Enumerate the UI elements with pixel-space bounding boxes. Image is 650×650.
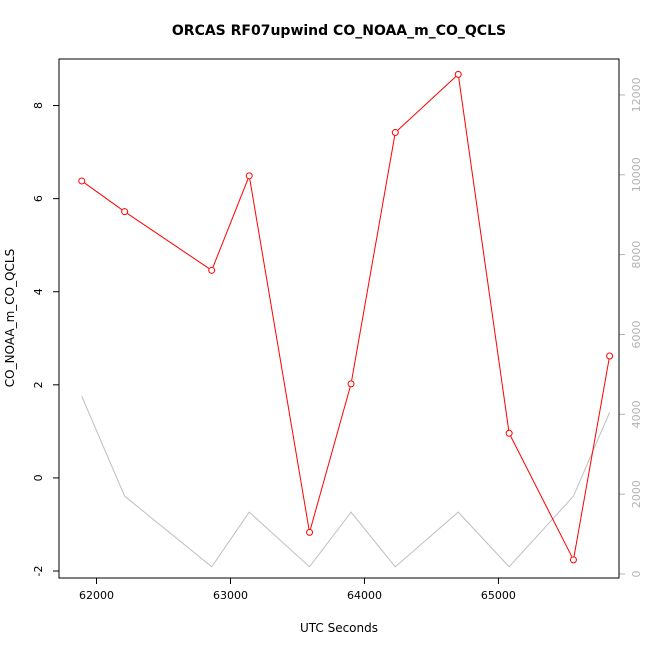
y-axis: -2 0 2 4 6 8 bbox=[32, 102, 59, 577]
data-point bbox=[454, 70, 462, 78]
series-segment bbox=[573, 359, 610, 557]
right-tick-label: 6000 bbox=[630, 320, 643, 348]
data-point bbox=[245, 172, 253, 180]
data-point bbox=[606, 352, 614, 360]
series-segment bbox=[84, 182, 123, 211]
plot-frame bbox=[58, 58, 620, 579]
right-tick-label: 0 bbox=[630, 571, 643, 578]
series-segment bbox=[127, 213, 210, 269]
data-point bbox=[78, 177, 86, 185]
series-segment bbox=[458, 77, 510, 430]
data-point bbox=[306, 528, 314, 536]
right-tick-label: 2000 bbox=[630, 480, 643, 508]
x-axis: 62000 63000 64000 65000 bbox=[79, 578, 516, 602]
right-axis: 0 2000 4000 6000 8000 10000 12000 bbox=[618, 77, 643, 578]
data-point bbox=[505, 429, 513, 437]
data-point bbox=[121, 208, 129, 216]
series-segment bbox=[309, 387, 351, 530]
series-segment bbox=[212, 178, 249, 268]
data-point bbox=[569, 556, 577, 564]
x-tick-label: 65000 bbox=[481, 589, 516, 602]
y-axis-label: CO_NOAA_m_CO_QCLS bbox=[3, 249, 17, 387]
y-tick-label: -2 bbox=[32, 566, 45, 577]
x-tick-label: 63000 bbox=[213, 589, 248, 602]
series-line bbox=[81, 396, 611, 568]
y-tick-label: 8 bbox=[32, 102, 45, 109]
gray-series bbox=[81, 396, 611, 568]
x-axis-label: UTC Seconds bbox=[300, 621, 378, 635]
x-tick-label: 64000 bbox=[347, 589, 382, 602]
data-point bbox=[208, 266, 216, 274]
right-tick-label: 4000 bbox=[630, 400, 643, 428]
red-series bbox=[78, 70, 614, 564]
x-tick-label: 62000 bbox=[79, 589, 114, 602]
y-tick-label: 4 bbox=[32, 288, 45, 295]
series-segment bbox=[397, 76, 457, 131]
series-segment bbox=[249, 179, 310, 530]
y-tick-label: 6 bbox=[32, 195, 45, 202]
right-tick-label: 10000 bbox=[630, 157, 643, 192]
series-segment bbox=[351, 135, 396, 381]
y-tick-label: 0 bbox=[32, 474, 45, 481]
data-point bbox=[347, 380, 355, 388]
series-segment bbox=[510, 436, 573, 558]
right-tick-label: 8000 bbox=[630, 241, 643, 269]
y-tick-label: 2 bbox=[32, 381, 45, 388]
data-point bbox=[391, 129, 399, 137]
right-tick-label: 12000 bbox=[630, 77, 643, 112]
chart-title: ORCAS RF07upwind CO_NOAA_m_CO_QCLS bbox=[172, 23, 506, 39]
